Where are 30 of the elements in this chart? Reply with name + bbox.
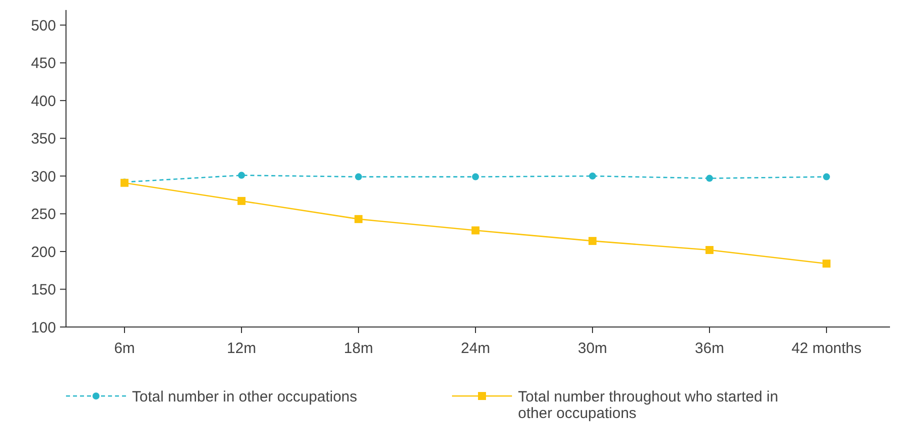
y-tick-label: 250 [30, 206, 56, 224]
y-tick-label: 450 [30, 55, 56, 72]
point [588, 236, 596, 245]
point [238, 172, 245, 179]
legend-label: Total number throughout who started in other occupations [518, 388, 778, 422]
point [706, 174, 713, 182]
y-tick-label: 350 [30, 130, 56, 148]
point [706, 246, 714, 254]
x-tick-label: 24m [460, 340, 490, 357]
point [472, 226, 480, 234]
y-tick-label: 500 [30, 17, 56, 34]
x-tick-label: 42 months [791, 340, 862, 357]
legend-label: Total number in other occupations [132, 388, 358, 406]
y-tick-label: 150 [30, 282, 56, 299]
y-tick-label: 200 [30, 244, 56, 261]
x-tick-label: 6m [114, 340, 135, 357]
x-tick-label: 18m [344, 340, 374, 357]
x-tick-label: 36m [694, 340, 724, 357]
point [472, 173, 479, 180]
point [823, 173, 830, 180]
point [822, 260, 830, 268]
y-tick-label: 400 [30, 92, 56, 110]
point [354, 215, 362, 224]
point [589, 172, 596, 180]
point [355, 173, 362, 180]
x-tick-label: 30m [578, 340, 608, 357]
y-tick-label: 100 [30, 319, 56, 336]
x-tick-label: 12m [226, 340, 256, 357]
point [238, 196, 246, 205]
y-tick-label: 300 [30, 168, 56, 186]
